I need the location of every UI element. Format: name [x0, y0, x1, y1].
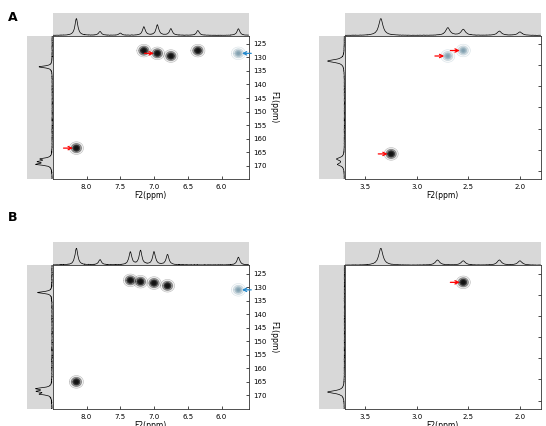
Polygon shape [460, 279, 467, 285]
Polygon shape [143, 50, 145, 52]
Polygon shape [462, 49, 464, 52]
Y-axis label: F1(ppm): F1(ppm) [270, 91, 278, 124]
X-axis label: F2(ppm): F2(ppm) [134, 192, 167, 201]
Polygon shape [238, 289, 240, 291]
Polygon shape [238, 52, 240, 54]
Polygon shape [167, 285, 169, 287]
Polygon shape [165, 51, 176, 61]
Polygon shape [235, 287, 242, 293]
Polygon shape [73, 379, 80, 385]
Polygon shape [165, 284, 170, 288]
Polygon shape [458, 46, 468, 55]
Polygon shape [137, 279, 144, 285]
Polygon shape [71, 377, 82, 387]
Y-axis label: F1(ppm): F1(ppm) [270, 321, 278, 353]
Polygon shape [125, 276, 135, 285]
Polygon shape [164, 282, 171, 289]
Polygon shape [390, 153, 392, 155]
Polygon shape [462, 282, 464, 283]
Polygon shape [75, 147, 78, 149]
Polygon shape [170, 55, 172, 57]
Polygon shape [138, 280, 143, 284]
Polygon shape [139, 46, 149, 55]
Polygon shape [193, 46, 203, 55]
Polygon shape [461, 49, 465, 52]
Polygon shape [444, 53, 452, 59]
Polygon shape [162, 281, 173, 291]
Polygon shape [236, 52, 240, 55]
Polygon shape [74, 146, 79, 150]
Polygon shape [458, 278, 468, 287]
Polygon shape [155, 52, 159, 55]
Polygon shape [446, 54, 450, 58]
Polygon shape [154, 50, 161, 57]
Polygon shape [135, 277, 146, 286]
Polygon shape [74, 380, 79, 384]
Polygon shape [151, 280, 158, 286]
Polygon shape [71, 144, 82, 153]
Polygon shape [442, 51, 453, 61]
Text: B: B [8, 211, 17, 224]
Polygon shape [235, 50, 242, 57]
Polygon shape [156, 52, 158, 54]
Polygon shape [233, 49, 244, 58]
Polygon shape [73, 145, 80, 151]
Polygon shape [447, 55, 449, 57]
Polygon shape [461, 280, 465, 284]
Polygon shape [152, 281, 156, 285]
Polygon shape [197, 50, 199, 52]
Polygon shape [153, 282, 155, 284]
Text: A: A [8, 11, 18, 24]
Polygon shape [139, 281, 141, 282]
Polygon shape [389, 152, 393, 156]
Polygon shape [196, 49, 200, 52]
Polygon shape [236, 288, 240, 292]
X-axis label: F2(ppm): F2(ppm) [426, 421, 459, 426]
X-axis label: F2(ppm): F2(ppm) [134, 421, 167, 426]
Polygon shape [149, 278, 159, 288]
Polygon shape [152, 49, 163, 58]
X-axis label: F2(ppm): F2(ppm) [426, 192, 459, 201]
Polygon shape [194, 47, 201, 54]
Polygon shape [388, 151, 395, 157]
Polygon shape [142, 49, 146, 52]
Polygon shape [168, 53, 174, 59]
Polygon shape [129, 279, 132, 281]
Polygon shape [127, 277, 134, 284]
Polygon shape [75, 381, 78, 383]
Polygon shape [386, 149, 396, 158]
Polygon shape [460, 47, 467, 54]
Polygon shape [140, 47, 147, 54]
Polygon shape [169, 54, 173, 58]
Polygon shape [128, 279, 133, 282]
Polygon shape [233, 285, 244, 294]
